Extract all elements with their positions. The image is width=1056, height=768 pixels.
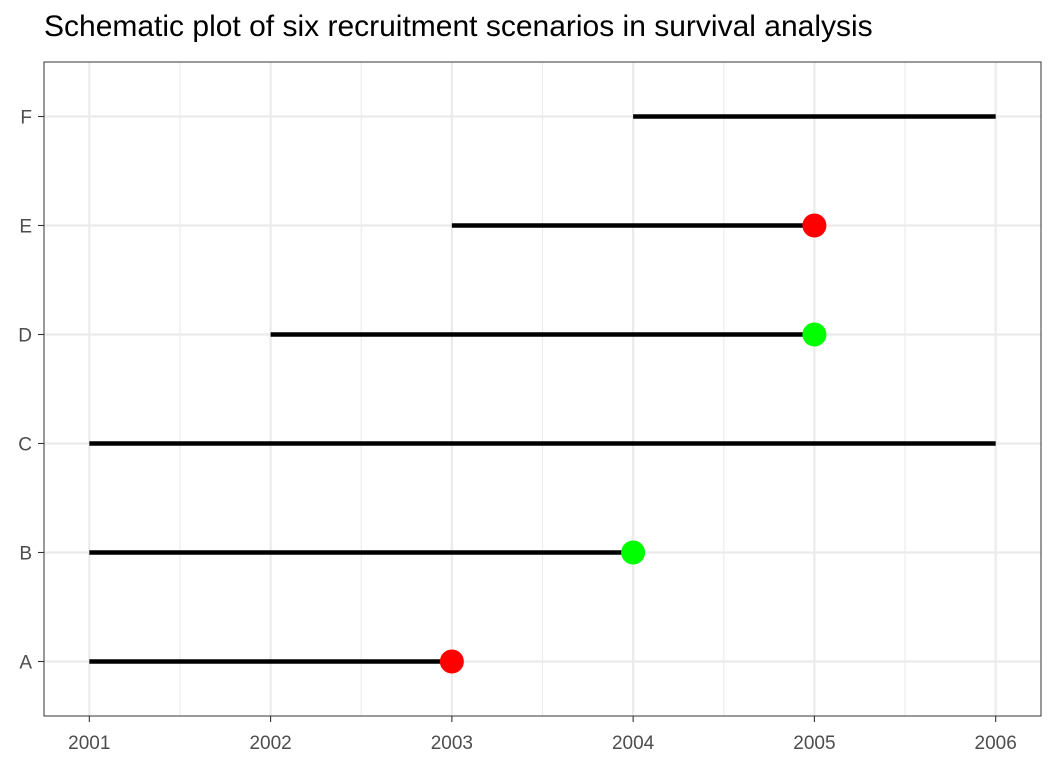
x-axis: 2001 2002 2003 2004 2005 2006 bbox=[68, 716, 1017, 754]
x-tick-label: 2005 bbox=[793, 733, 835, 754]
x-tick-label: 2006 bbox=[975, 733, 1017, 754]
x-tick-label: 2003 bbox=[431, 733, 473, 754]
y-tick-label-e: E bbox=[19, 217, 32, 238]
panel-border bbox=[43, 61, 1042, 717]
event-point-e-red bbox=[802, 213, 827, 238]
chart-title: Schematic plot of six recruitment scenar… bbox=[44, 10, 873, 43]
y-tick-label-d: D bbox=[18, 326, 32, 347]
segments bbox=[89, 114, 996, 664]
y-tick-label-b: B bbox=[19, 544, 32, 565]
y-tick-label-c: C bbox=[18, 435, 32, 456]
event-point-a-red bbox=[439, 649, 464, 674]
event-point-d-green bbox=[802, 322, 827, 347]
x-tick-label: 2004 bbox=[612, 733, 655, 754]
y-tick-label-f: F bbox=[20, 108, 32, 129]
x-tick-label: 2001 bbox=[68, 733, 110, 754]
grid-lines bbox=[44, 62, 1041, 716]
x-tick-label: 2002 bbox=[249, 733, 291, 754]
event-point-b-green bbox=[621, 540, 646, 565]
event-points bbox=[439, 213, 827, 674]
y-tick-label-a: A bbox=[19, 653, 32, 674]
y-axis: A B C D E F bbox=[18, 108, 44, 674]
